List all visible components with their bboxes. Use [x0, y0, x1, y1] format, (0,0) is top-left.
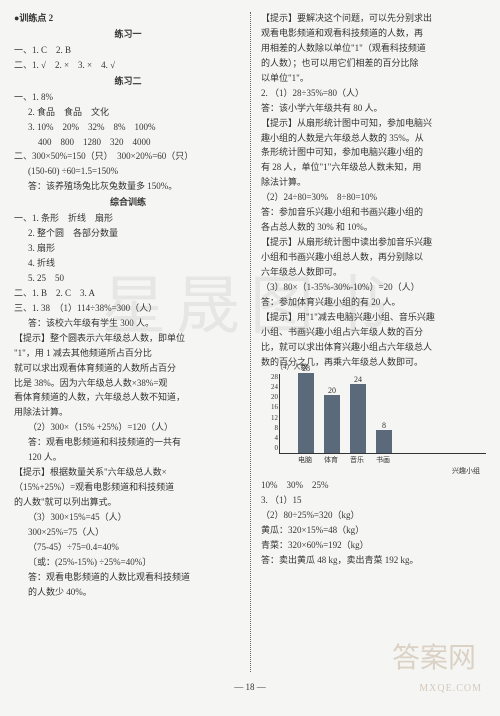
site-url: MXQE.COM: [419, 683, 482, 694]
text-line: 答：观看电影频道的人数比观看科技频道: [14, 571, 242, 585]
text-line: 2. （1）28÷35%=80（人）: [261, 87, 486, 101]
tip-line: 的人数）；也可以用它们相差的百分比除: [261, 57, 486, 71]
tip-line: 【提示】从扇形统计图中读出参加音乐兴趣: [261, 236, 486, 250]
chart-x-labels: 电脑体育音乐书画: [279, 455, 486, 466]
bar-value-label: 24: [354, 374, 362, 386]
tip-line: 以单位"1"。: [261, 72, 486, 86]
text-line: 3. 10% 20% 32% 8% 100%: [14, 121, 242, 135]
tip-line: 【提示】要解决这个问题，可以先分别求出: [261, 12, 486, 26]
text-line: 答：该校六年级有学生 300 人。: [14, 317, 242, 331]
text-line: 3. 扇形: [14, 242, 242, 256]
tip-line: 除法计算。: [261, 176, 486, 190]
bar-value-label: 8: [382, 420, 386, 432]
chart-bars: （4）人数 2824201612840 2820248: [279, 374, 486, 454]
text-line: 青菜：320×60%=192（kg）: [261, 539, 486, 553]
x-tick: 书画: [375, 455, 391, 466]
text-line: 二、1. √ 2. × 3. × 4. √: [14, 59, 242, 73]
text-line: 的人数少 40%。: [14, 586, 242, 600]
right-column: 【提示】要解决这个问题，可以先分别求出 观看电影频道和观看科技频道的人数，再 用…: [250, 12, 486, 672]
tip-line: 比，就可以求出体育兴趣小组占六年级总人: [261, 341, 486, 355]
tip-line: 比是 38%。因为六年级总人数×38%=观: [14, 377, 242, 391]
bar-chart: （4）人数 2824201612840 2820248 电脑体育音乐书画 兴趣小…: [279, 374, 486, 478]
text-line: 400 800 1280 320 4000: [14, 136, 242, 150]
text-line: 120 人。: [14, 451, 242, 465]
y-tick: 28: [264, 374, 278, 381]
text-line: 〔或：(25%-15%) ÷25%=40%〕: [14, 556, 242, 570]
title-ex2: 练习二: [14, 75, 242, 89]
tip-line: 小组和书画兴趣小组总人数，再分别除以: [261, 251, 486, 265]
text-line: （3）80×（1-35%-30%-10%）=20（人）: [261, 281, 486, 295]
tip-line: 看体育频道的人数，六年级总人数不知道，: [14, 391, 242, 405]
y-tick: 0: [264, 445, 278, 452]
tip-line: 观看电影频道和观看科技频道的人数，再: [261, 27, 486, 41]
chart-bar: 20: [324, 395, 340, 452]
text-line: 一、1. C 2. B: [14, 44, 242, 58]
text-line: 2. 整个圆 各部分数量: [14, 227, 242, 241]
tip-line: 用相差的人数除以单位"1"（观看科技频道: [261, 42, 486, 56]
y-tick: 24: [264, 384, 278, 391]
text-line: (150-60) ÷60=1.5=150%: [14, 165, 242, 179]
y-tick: 4: [264, 435, 278, 442]
tip-line: 用除法计算。: [14, 406, 242, 420]
title-zh: 综合训练: [14, 196, 242, 210]
tip-line: 有 28 人，单位"1"六年级总人数未知，用: [261, 161, 486, 175]
tip-line: 就可以求出观看体育频道的人数所占百分: [14, 362, 242, 376]
text-line: 二、1. B 2. C 3. A: [14, 287, 242, 301]
text-line: 答：该小学六年级共有 80 人。: [261, 102, 486, 116]
tip-line: 条形统计图中可知，参加电脑兴趣小组的: [261, 146, 486, 160]
text-line: （2）300×（15% +25%）=120（人）: [14, 421, 242, 435]
tip-line: 的人数"就可以列出算式。: [14, 496, 242, 510]
text-line: （75-45）÷75=0.4=40%: [14, 541, 242, 555]
section-header: ●训练点 2: [14, 12, 242, 26]
x-tick: 体育: [323, 455, 339, 466]
tip-line: 趣小组的人数是六年级总人数的 35%。从: [261, 132, 486, 146]
bar-value-label: 20: [328, 385, 336, 397]
text-line: 3. （1）15: [261, 494, 486, 508]
text-line: 答：卖出黄瓜 48 kg，卖出青菜 192 kg。: [261, 554, 486, 568]
text-line: 二、300×50%=150（只） 300×20%=60（只）: [14, 150, 242, 164]
text-line: 各占总人数的 30% 和 10%。: [261, 221, 486, 235]
chart-bar: 8: [376, 430, 392, 453]
tip-line: 【提示】整个圆表示六年级总人数，即单位: [14, 332, 242, 346]
tip-line: 【提示】从扇形统计图中可知，参加电脑兴: [261, 117, 486, 131]
text-line: 一、1. 8%: [14, 91, 242, 105]
page-content: ●训练点 2 练习一 一、1. C 2. B 二、1. √ 2. × 3. × …: [0, 0, 500, 680]
text-line: 三、1. 38 （1）114÷38%=300（人）: [14, 302, 242, 316]
text-line: 一、1. 条形 折线 扇形: [14, 212, 242, 226]
chart-y-axis: 28 24 20 16 12 8 4 0: [264, 374, 278, 453]
chart-x-title: 兴趣小组: [279, 466, 486, 477]
y-tick: 12: [264, 415, 278, 422]
text-line: 10% 30% 25%: [261, 479, 486, 493]
text-line: 答：观看电影频道和科技频道的一共有: [14, 436, 242, 450]
y-tick: 8: [264, 425, 278, 432]
x-tick: 音乐: [349, 455, 365, 466]
text-line: 答：参加音乐兴趣小组和书画兴趣小组的: [261, 206, 486, 220]
tip-line: 六年级总人数即可。: [261, 266, 486, 280]
text-line: 300×25%=75（人）: [14, 526, 242, 540]
text-line: 5. 25 50: [14, 272, 242, 286]
tip-line: "1"，用 1 减去其他频道所占百分比: [14, 347, 242, 361]
y-tick: 16: [264, 404, 278, 411]
chart-bar: 28: [298, 373, 314, 453]
chart-bar: 24: [350, 384, 366, 453]
tip-line: 【提示】用"1"减去电脑兴趣小组、音乐兴趣: [261, 311, 486, 325]
text-line: （2）24÷80=30% 8÷80=10%: [261, 191, 486, 205]
tip-line: （15%+25%）=观看电影频道和科技频道: [14, 481, 242, 495]
tip-line: 【提示】根据数量关系"六年级总人数×: [14, 466, 242, 480]
text-line: 答：参加体育兴趣小组的有 20 人。: [261, 296, 486, 310]
tip-line: 小组、书画兴趣小组占六年级人数的百分: [261, 326, 486, 340]
text-line: 4. 折线: [14, 257, 242, 271]
text-line: 2. 食品 食品 文化: [14, 106, 242, 120]
text-line: 答：该养殖场兔比灰兔数量多 150%。: [14, 180, 242, 194]
title-ex1: 练习一: [14, 28, 242, 42]
left-column: ●训练点 2 练习一 一、1. C 2. B 二、1. √ 2. × 3. × …: [14, 12, 250, 672]
y-tick: 20: [264, 394, 278, 401]
text-line: （3）300×15%=45（人）: [14, 511, 242, 525]
text-line: （2）80÷25%=320（kg）: [261, 509, 486, 523]
text-line: 黄瓜：320×15%=48（kg）: [261, 524, 486, 538]
x-tick: 电脑: [297, 455, 313, 466]
bar-value-label: 28: [302, 363, 310, 375]
